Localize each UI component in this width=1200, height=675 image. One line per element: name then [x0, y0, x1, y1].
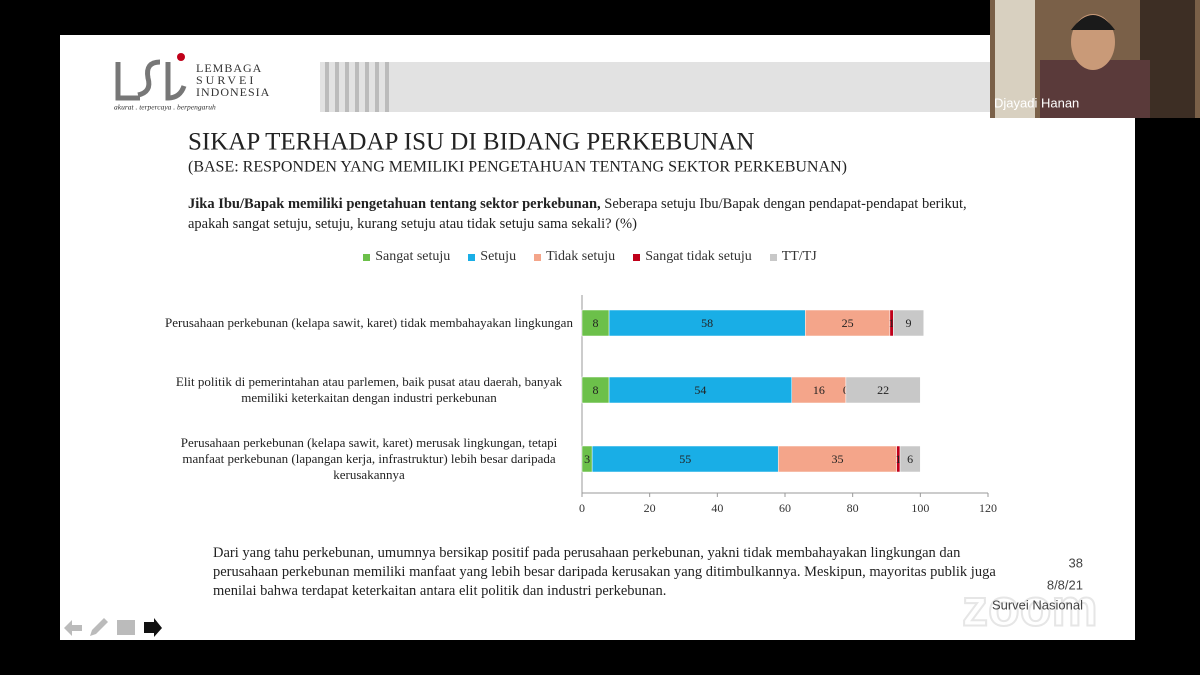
x-tick-label: 80 — [847, 501, 859, 515]
legend-label: Tidak setuju — [546, 249, 616, 264]
pointer-icon[interactable] — [144, 618, 162, 637]
logo-text: INDONESIA — [196, 85, 270, 99]
bar-value-label: 6 — [907, 452, 913, 466]
x-tick-label: 120 — [979, 501, 997, 515]
logo-mark — [165, 62, 187, 101]
legend-item: Setuju — [468, 249, 516, 265]
slide-title: SIKAP TERHADAP ISU DI BIDANG PERKEBUNAN — [188, 129, 754, 156]
bar-value-label: 8 — [593, 383, 599, 397]
video-thumbnail — [990, 0, 1200, 118]
x-tick-label: 40 — [711, 501, 723, 515]
legend-swatch — [468, 253, 476, 261]
bar-value-label: 16 — [813, 383, 825, 397]
summary: Dari yang tahu perkebunan, umumnya bersi… — [213, 545, 996, 599]
header-stripes — [320, 62, 990, 112]
bar-value-label: 3 — [584, 452, 590, 466]
bar-value-label: 8 — [593, 316, 599, 330]
legend-swatch — [363, 253, 371, 261]
pen-icon[interactable] — [90, 618, 108, 636]
bar-value-label: 1 — [889, 316, 895, 330]
back-icon[interactable] — [64, 620, 82, 636]
bar-segment — [899, 445, 921, 473]
legend-label: Setuju — [480, 249, 517, 264]
bar-segment — [791, 376, 847, 404]
legend-item: TT/TJ — [769, 249, 817, 265]
menu-icon[interactable] — [117, 620, 135, 635]
bar-value-label: 35 — [831, 452, 843, 466]
logo-mark — [137, 59, 161, 98]
participant-name: Djayadi Hanan — [994, 95, 1079, 110]
toolbar — [64, 618, 162, 637]
legend-swatch — [534, 253, 542, 261]
legend-item: Tidak setuju — [534, 249, 615, 265]
question-bold: Jika Ibu/Bapak memiliki pengetahuan tent… — [188, 196, 601, 212]
x-tick-label: 20 — [644, 501, 656, 515]
bar-segment — [591, 445, 779, 473]
bar-value-label: 1 — [895, 452, 901, 466]
question-text: Seberapa setuju Ibu/Bapak dengan pendapa… — [188, 196, 967, 232]
x-tick-label: 60 — [779, 501, 791, 515]
category-label: Elit politik di pemerintahan atau parlem… — [175, 374, 563, 405]
x-tick-label: 0 — [579, 501, 585, 515]
bar-value-label: 22 — [877, 383, 889, 397]
logo-dot — [177, 53, 185, 61]
bar-segment — [581, 376, 610, 404]
legend-label: TT/TJ — [781, 249, 817, 264]
bar-value-label: 9 — [905, 316, 911, 330]
bar-value-label: 55 — [679, 452, 691, 466]
slide-date: 8/8/21 — [1047, 577, 1083, 592]
bar-value-label: 54 — [694, 383, 706, 397]
legend-label: Sangat setuju — [375, 249, 451, 264]
legend: Sangat setuju Setuju Tidak setuju Sangat ti… — [0, 249, 1180, 265]
bar-segment — [893, 309, 924, 337]
chart: 0204060801001208582519854160223553516 — [579, 295, 997, 515]
logo-text: SURVEI — [196, 73, 256, 87]
legend-item: Sangat tidak setuju — [633, 249, 752, 265]
slide-footer: Survei Nasional — [992, 597, 1083, 612]
bar-value-label: 58 — [701, 316, 713, 330]
logo-mark — [115, 62, 140, 101]
bar-segment — [777, 445, 897, 473]
slide-subtitle: (BASE: RESPONDEN YANG MEMILIKI PENGETAHU… — [188, 159, 847, 176]
x-tick-label: 100 — [911, 501, 929, 515]
legend-label: Sangat tidak setuju — [645, 249, 752, 264]
category-label: Perusahaan perkebunan (kelapa sawit, kar… — [165, 315, 573, 330]
legend-swatch — [769, 253, 777, 261]
bar-segment — [608, 376, 793, 404]
slide — [60, 35, 1135, 640]
category-label: Perusahaan perkebunan (kelapa sawit, kar… — [180, 435, 558, 482]
logo-text: LEMBAGA — [196, 61, 262, 75]
bar-value-label: 25 — [842, 316, 854, 330]
zoom-watermark: zoom — [962, 580, 1098, 638]
question: Jika Ibu/Bapak memiliki pengetahuan tent… — [188, 194, 998, 234]
legend-swatch — [633, 253, 641, 261]
bar-segment — [805, 309, 891, 337]
legend-item: Sangat setuju — [363, 249, 450, 265]
logo-tagline: akurat . terpercaya . berpengaruh — [114, 103, 216, 112]
bar-segment — [845, 376, 921, 404]
page-number: 38 — [1069, 555, 1083, 570]
